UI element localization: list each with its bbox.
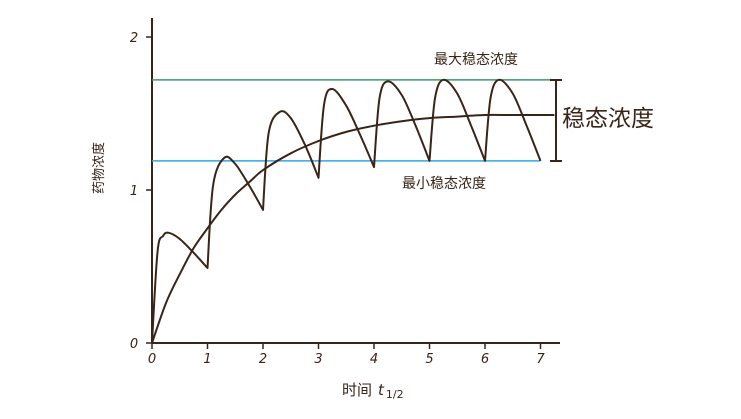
y-axis-label: 药物浓度 (91, 142, 107, 194)
y-tick-label: 0 (130, 337, 138, 352)
label-min-steady-state: 最小稳态浓度 (402, 176, 486, 192)
x-tick-label: 5 (425, 352, 433, 367)
x-axis-label-text: 时间 (342, 381, 372, 399)
x-tick-label: 7 (536, 352, 545, 367)
x-tick-label: 4 (370, 352, 378, 367)
x-tick-label: 1 (203, 352, 211, 367)
axes (151, 18, 560, 344)
x-axis-label-unit: t 1/2 (378, 381, 404, 401)
x-axis-label: 时间 (342, 381, 372, 399)
x-tick-label: 2 (259, 352, 267, 367)
x-tick-label: 6 (481, 352, 489, 367)
x-tick-label: 0 (148, 352, 156, 367)
ticks: 0 1 2 3 4 5 6 7 0 1 2 (130, 31, 546, 367)
x-tick-label: 3 (314, 352, 322, 367)
label-steady-state: 稳态浓度 (562, 106, 654, 132)
infusion-curve (151, 113, 555, 344)
steady-state-bracket (550, 79, 562, 162)
x-axis-label-subscript: 1/2 (386, 388, 404, 401)
x-axis-label-variable: t (378, 381, 385, 399)
y-tick-label: 2 (130, 31, 138, 46)
label-max-steady-state: 最大稳态浓度 (434, 52, 518, 68)
repeated-dose-curve (151, 78, 542, 344)
y-tick-label: 1 (130, 184, 138, 199)
curves (151, 78, 555, 344)
reference-lines (152, 79, 555, 162)
